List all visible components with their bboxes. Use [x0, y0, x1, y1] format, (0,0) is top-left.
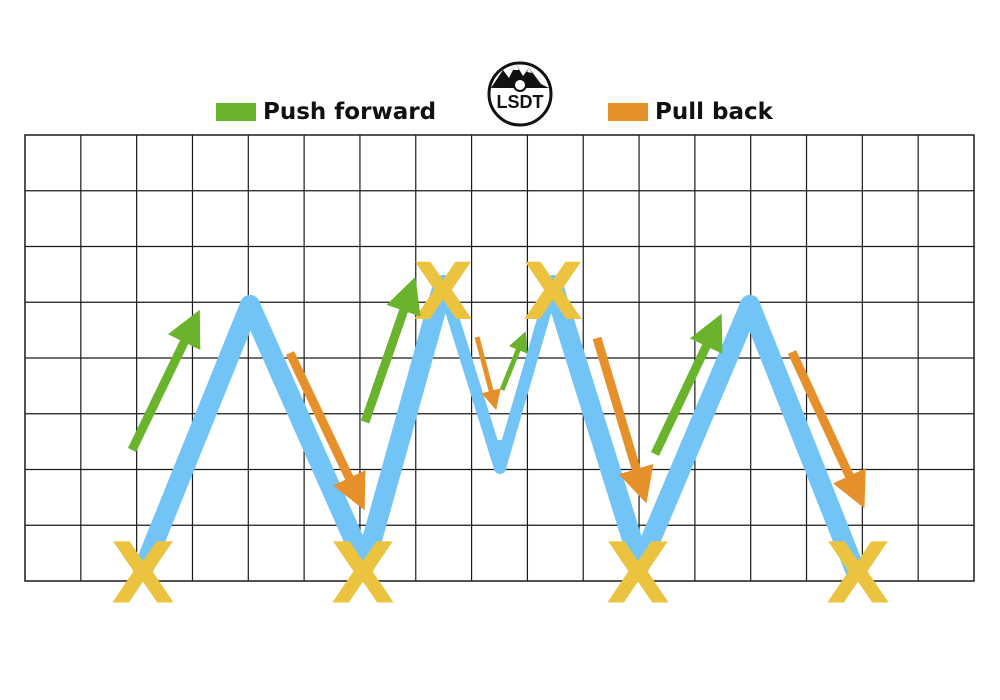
path-segment	[630, 295, 760, 575]
path-peak	[240, 301, 260, 329]
push-forward-arrow	[650, 313, 723, 456]
path-peak	[543, 281, 563, 309]
x-marker: X	[826, 524, 891, 622]
x-marker: X	[111, 524, 176, 622]
zigzag-path	[133, 275, 865, 580]
x-marker: X	[606, 524, 671, 622]
legend-pull-back: Pull back	[608, 99, 773, 125]
logo-text: LSDT	[497, 92, 544, 112]
mountain-badge-icon: LSDT	[487, 61, 553, 127]
legend-push-label: Push forward	[263, 99, 437, 125]
legend-push-forward: Push forward	[216, 99, 436, 125]
x-marker: X	[523, 247, 583, 338]
x-markers: X X X XX X	[111, 247, 891, 622]
path-segment	[240, 295, 375, 575]
legend-pull-swatch	[608, 103, 648, 121]
path-valley	[490, 440, 510, 470]
path-segment	[543, 275, 650, 575]
pull-back-arrow	[787, 350, 866, 509]
path-segment	[494, 279, 559, 474]
path-segment	[437, 279, 506, 474]
pull-back-arrow	[285, 351, 366, 511]
pull-back-arrow	[474, 336, 501, 411]
push-forward-arrow	[127, 309, 201, 452]
pull-back-arrow	[592, 336, 654, 504]
path-segment	[740, 295, 865, 580]
push-forward-arrow	[499, 331, 528, 391]
path-peak	[433, 281, 453, 309]
path-segment	[355, 275, 453, 575]
path-segment	[133, 295, 260, 580]
arrows	[127, 276, 866, 511]
x-marker: X	[331, 524, 396, 622]
legend-pull-label: Pull back	[655, 99, 773, 125]
legend-push-swatch	[216, 103, 256, 121]
x-marker: X	[413, 247, 473, 338]
path-peak	[740, 301, 760, 329]
push-forward-arrow	[360, 276, 421, 424]
